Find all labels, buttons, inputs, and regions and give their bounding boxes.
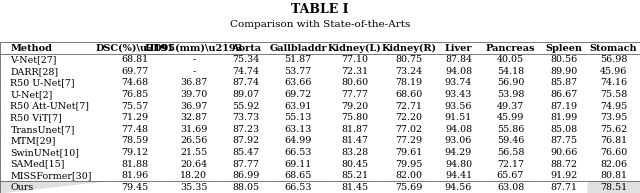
Text: TABLE I: TABLE I — [291, 3, 349, 16]
Text: Comparison with State-of-the-Arts: Comparison with State-of-the-Arts — [230, 20, 410, 29]
